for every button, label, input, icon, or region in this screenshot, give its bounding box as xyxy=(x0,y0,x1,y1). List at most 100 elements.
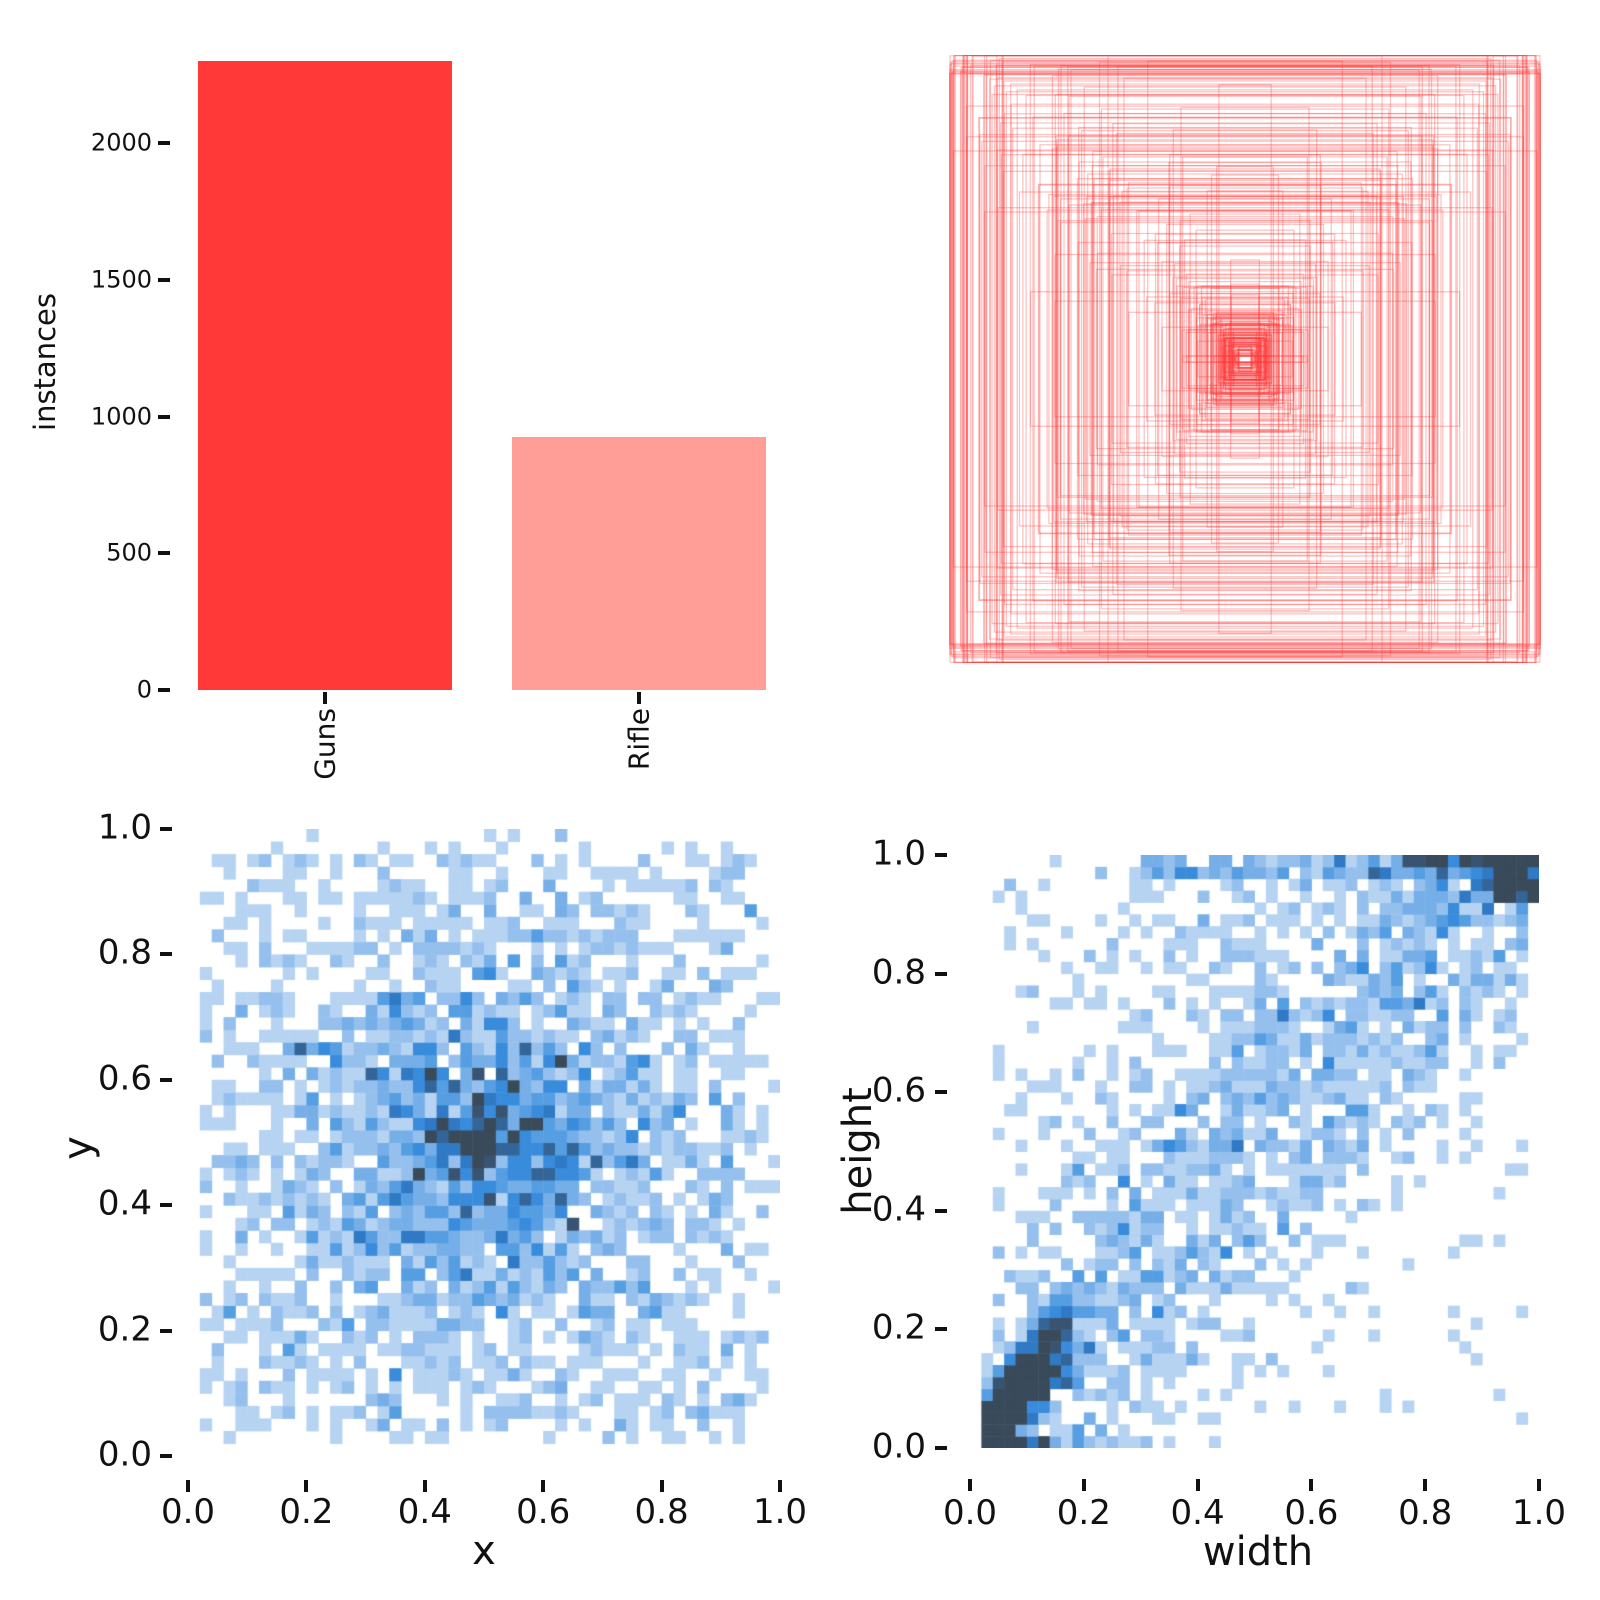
y-tick-label: 2000 xyxy=(90,128,152,157)
bounding-box-rect xyxy=(1187,328,1303,390)
bounding-box-rect xyxy=(1096,252,1394,466)
bounding-box-rect xyxy=(1238,346,1252,372)
x-tick-mark xyxy=(541,1480,546,1492)
width-axis-label: width xyxy=(1202,1529,1314,1575)
bounding-box-rect xyxy=(1181,329,1309,389)
bounding-box-rect xyxy=(1056,146,1434,572)
bounding-box-rect xyxy=(1232,343,1258,375)
bounding-box-rect xyxy=(1238,349,1252,369)
bounding-box-rect xyxy=(1206,190,1284,528)
bounding-box-rect xyxy=(1238,349,1252,369)
bounding-box-rect xyxy=(1207,332,1283,386)
bounding-box-rect xyxy=(1234,349,1256,369)
bounding-box-rect xyxy=(1195,293,1294,426)
y-tick-label: 0 xyxy=(136,675,152,704)
bounding-box-rect xyxy=(1165,223,1325,495)
y-tick-label: 1500 xyxy=(90,265,152,294)
bounding-box-rect xyxy=(1107,55,1383,663)
bounding-box-rect xyxy=(1168,161,1322,556)
y-tick-label: 1.0 xyxy=(97,807,152,848)
bounding-box-rect xyxy=(1188,280,1302,438)
bounding-box-rect xyxy=(1237,346,1253,372)
bounding-box-rect xyxy=(1078,126,1412,592)
bounding-box-rect xyxy=(1224,341,1266,377)
bounding-box-rect xyxy=(1231,351,1259,367)
bounding-box-rect xyxy=(1179,245,1311,473)
y-tick-label: 0.8 xyxy=(871,952,926,993)
bounding-box-rect xyxy=(1108,170,1382,548)
bounding-box-rect xyxy=(1033,65,1457,653)
bounding-box-rect xyxy=(1218,334,1272,384)
bounding-box-rect xyxy=(1002,170,1488,548)
bounding-box-rect xyxy=(1091,202,1399,516)
bounding-box-rect xyxy=(969,64,1521,654)
bounding-box-rect xyxy=(1056,220,1434,498)
bounding-box-rect xyxy=(1119,201,1371,517)
bounding-box-rect xyxy=(1230,346,1260,372)
bounding-box-rect xyxy=(1154,233,1336,485)
x-tick-label: 0.2 xyxy=(1056,1493,1111,1533)
bounding-box-rect xyxy=(949,72,1541,646)
y-tick-label: 0.6 xyxy=(97,1058,152,1099)
instances-axis-label: instances xyxy=(28,293,62,431)
bounding-box-rect xyxy=(1059,221,1431,497)
y-tick-mark xyxy=(935,1090,947,1095)
bounding-box-rect xyxy=(1210,174,1280,544)
bounding-box-rect xyxy=(1223,337,1267,381)
x-tick-mark xyxy=(659,1480,664,1492)
x-tick-mark xyxy=(1081,1479,1086,1491)
bounding-box-rect xyxy=(982,74,1508,644)
y-tick-label: 0.2 xyxy=(97,1309,152,1350)
bounding-box-rect xyxy=(1231,342,1259,376)
y-tick-label: 1000 xyxy=(90,401,152,430)
y-tick-label: 500 xyxy=(106,538,152,567)
x-tick-mark xyxy=(1423,1479,1428,1491)
bounding-box-rect xyxy=(1226,342,1264,376)
bounding-box-rect xyxy=(964,55,1526,663)
bounding-box-rect xyxy=(993,85,1497,633)
bounding-box-rect xyxy=(1200,323,1290,395)
bounding-box-rect xyxy=(960,66,1530,652)
bounding-box-rect xyxy=(1077,241,1413,477)
y-tick-mark xyxy=(158,551,170,556)
bounding-box-rect xyxy=(978,116,1512,602)
bounding-box-rect xyxy=(1232,329,1258,389)
bounding-box-rect xyxy=(1220,324,1270,394)
height-axis-label: height xyxy=(835,1087,881,1215)
bounding-box-rect xyxy=(1222,333,1268,385)
bounding-box-rect xyxy=(1228,341,1262,377)
bounding-box-rect xyxy=(1221,334,1269,384)
y-tick-mark xyxy=(160,1328,172,1333)
bounding-box-rect xyxy=(997,207,1493,511)
bounding-box-rect xyxy=(996,55,1494,663)
bounding-box-rect xyxy=(1161,260,1329,458)
bounding-box-rect xyxy=(1218,320,1272,398)
bar-guns xyxy=(198,60,452,690)
x-tick-label: 0.4 xyxy=(397,1492,452,1532)
bounding-box-rect xyxy=(1002,55,1488,663)
bounding-box-rect xyxy=(952,59,1538,659)
bounding-box-rect xyxy=(1231,341,1259,377)
bounding-box-rect xyxy=(1228,355,1262,363)
bounding-box-rect xyxy=(949,55,1541,663)
bounding-box-rect xyxy=(1188,309,1303,409)
bounding-box-rect xyxy=(1217,334,1273,384)
bounding-box-rect xyxy=(1188,287,1302,431)
bounding-box-rect xyxy=(1197,325,1293,393)
x-tick-label: 0.2 xyxy=(279,1492,334,1532)
y-tick-mark xyxy=(160,1077,172,1082)
bounding-box-rect xyxy=(1117,65,1373,653)
bounding-box-rect xyxy=(1143,239,1347,479)
bounding-box-rect xyxy=(1126,270,1364,448)
x-tick-mark xyxy=(304,1480,309,1492)
y-tick-mark xyxy=(935,853,947,857)
bounding-box-rect xyxy=(1218,333,1272,385)
x-tick-mark xyxy=(186,1480,190,1492)
bounding-box-rect xyxy=(1235,355,1255,363)
bounding-box-rect xyxy=(983,211,1506,507)
bounding-box-rect xyxy=(1161,326,1329,392)
bounding-box-rect xyxy=(1224,338,1266,380)
y-tick-label: 1.0 xyxy=(871,833,926,874)
